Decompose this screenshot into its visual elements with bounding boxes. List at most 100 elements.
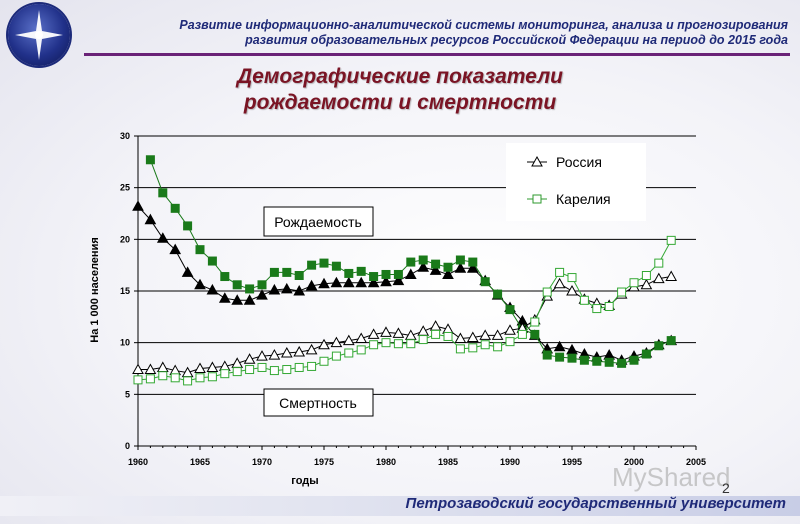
data-point [367, 328, 380, 339]
data-point [542, 287, 552, 297]
data-point [145, 155, 155, 165]
data-point [454, 262, 467, 273]
data-point [319, 356, 329, 366]
data-point [579, 295, 589, 305]
data-point [132, 363, 144, 375]
data-point [158, 371, 168, 381]
data-point [629, 278, 639, 288]
death-annotation-box [263, 388, 374, 417]
data-point [318, 338, 330, 350]
data-point [330, 276, 343, 288]
data-point [218, 292, 231, 303]
data-point [406, 339, 416, 349]
data-point [293, 345, 306, 357]
data-point [555, 352, 565, 362]
data-point [553, 340, 566, 352]
x-tick-label: 1985 [438, 457, 458, 467]
data-point [245, 284, 255, 294]
x-tick-label: 1970 [252, 457, 272, 467]
data-point [344, 268, 354, 278]
series-line [137, 240, 672, 382]
series-russia-birth [132, 200, 678, 365]
series-russia-death [132, 270, 678, 378]
data-point [243, 294, 256, 305]
data-point [429, 264, 442, 275]
star-icon [15, 10, 63, 60]
data-point [443, 262, 453, 272]
data-point [195, 373, 205, 383]
data-point [280, 346, 293, 358]
data-point [331, 261, 341, 271]
data-point [604, 302, 614, 311]
data-point [406, 257, 416, 267]
data-point [640, 278, 653, 290]
x-tick-label: 1990 [500, 457, 520, 467]
data-point [331, 351, 341, 361]
y-tick-label: 30 [120, 131, 130, 141]
data-point [641, 271, 651, 280]
data-point [156, 361, 169, 372]
data-point [454, 332, 467, 344]
data-point [652, 272, 665, 284]
x-tick-label: 1980 [376, 457, 396, 467]
slide-title-line-2: рождаемости и смертности [243, 91, 557, 114]
data-point [133, 375, 143, 385]
birth-annotation: Рождаемость [274, 214, 362, 230]
data-point [231, 357, 244, 368]
data-point [393, 339, 403, 349]
series-line [137, 205, 672, 361]
data-point [381, 269, 391, 279]
data-point [553, 277, 566, 289]
data-point [392, 327, 405, 338]
data-point [404, 268, 417, 279]
data-point [555, 267, 565, 277]
data-point [479, 329, 492, 340]
data-point [369, 340, 379, 350]
data-point [381, 338, 391, 348]
data-point [206, 283, 219, 295]
series-karelia-death [133, 235, 676, 386]
y-tick-label: 20 [120, 234, 130, 244]
data-point [257, 362, 267, 372]
data-point [243, 353, 256, 364]
data-point [504, 324, 516, 335]
data-point [256, 350, 268, 361]
data-point [207, 372, 217, 382]
data-point [654, 341, 664, 351]
data-point [344, 348, 354, 358]
data-point [132, 200, 144, 211]
data-point [468, 343, 478, 353]
data-point [355, 332, 368, 344]
data-point [393, 269, 403, 279]
university-name: Петрозаводский государственный университ… [405, 495, 786, 512]
data-point [195, 245, 205, 255]
y-tick-label: 10 [120, 338, 130, 348]
data-point [206, 361, 219, 372]
legend-russia-marker [531, 155, 543, 167]
x-tick-label: 2005 [686, 457, 706, 467]
data-point [170, 203, 180, 213]
data-point [282, 365, 292, 375]
data-point [231, 294, 244, 305]
data-point [145, 374, 155, 384]
data-point [356, 266, 366, 276]
data-point [617, 358, 627, 368]
data-point [629, 355, 639, 365]
data-point [207, 256, 217, 266]
y-tick-label: 15 [120, 286, 130, 296]
data-point [369, 272, 379, 282]
data-point [604, 357, 614, 367]
data-point [256, 289, 268, 300]
data-point [418, 335, 428, 345]
data-point [245, 365, 255, 375]
data-point [530, 329, 540, 339]
data-point [380, 326, 392, 337]
data-point [566, 284, 578, 296]
data-point [181, 266, 194, 277]
data-point [480, 340, 490, 350]
watermark: MyShared [612, 462, 731, 492]
data-point [603, 349, 616, 360]
data-point [367, 276, 380, 288]
data-point [468, 257, 478, 267]
